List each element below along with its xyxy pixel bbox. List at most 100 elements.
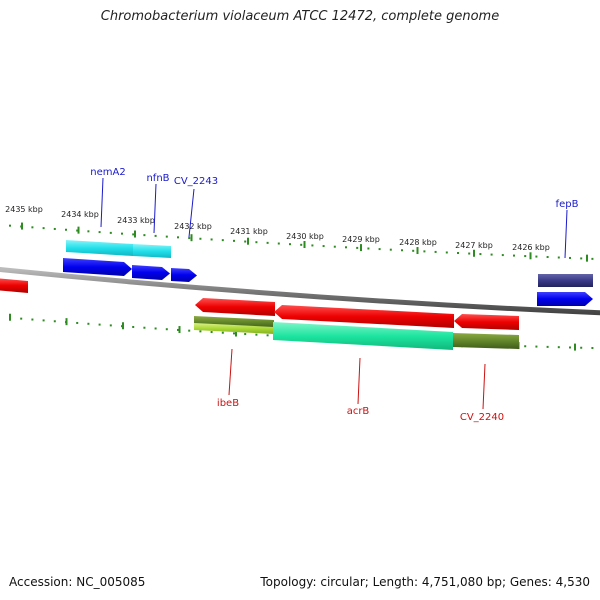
ruler-label: 2430 kbp: [286, 232, 324, 241]
cds-reverse-arrow[interactable]: [274, 305, 454, 328]
major-tick: [574, 343, 576, 351]
major-tick: [77, 226, 80, 234]
major-tick: [21, 222, 23, 230]
gene-label-CV_2240[interactable]: CV_2240: [460, 412, 504, 423]
major-tick: [247, 237, 249, 245]
major-tick: [360, 244, 362, 252]
cds-forward-arrow[interactable]: [63, 258, 132, 276]
gene-label-ibeB[interactable]: ibeB: [217, 398, 239, 409]
tick-mark: [546, 256, 549, 259]
hit-band-cyan[interactable]: [133, 244, 171, 258]
ruler-label: 2428 kbp: [399, 238, 437, 247]
cds-reverse-arrow[interactable]: [0, 278, 28, 293]
hit-band-teal[interactable]: [273, 322, 453, 350]
ruler-label: 2435 kbp: [5, 205, 43, 214]
ruler-label: 2429 kbp: [342, 235, 380, 244]
tick-mark: [591, 347, 594, 350]
cds-forward-arrow[interactable]: [171, 268, 197, 282]
tick-mark: [31, 226, 34, 229]
tick-mark: [266, 241, 269, 244]
tick-mark: [569, 346, 571, 349]
tick-mark: [445, 251, 448, 254]
tick-mark: [65, 228, 67, 231]
gene-label-CV_2243[interactable]: CV_2243: [174, 176, 218, 187]
major-tick: [303, 240, 306, 248]
tick-mark: [356, 246, 359, 249]
cds-forward-arrow[interactable]: [132, 265, 170, 280]
leader-line: [357, 357, 361, 405]
ruler-label: 2431 kbp: [230, 227, 268, 236]
tick-mark: [109, 231, 112, 234]
tick-mark: [591, 257, 594, 260]
tick-mark: [535, 345, 538, 348]
hit-band-navy[interactable]: [538, 274, 593, 287]
major-tick: [178, 326, 181, 334]
major-tick: [122, 322, 124, 330]
tick-mark: [76, 321, 79, 324]
tick-mark: [87, 230, 90, 233]
tick-mark: [109, 324, 112, 327]
tick-mark: [513, 254, 515, 257]
tick-mark: [468, 252, 471, 255]
tick-mark: [132, 233, 135, 236]
tick-mark: [132, 325, 135, 328]
tick-mark: [199, 330, 202, 333]
major-tick: [190, 234, 193, 242]
ruler-label: 2433 kbp: [117, 216, 155, 225]
ruler-label: 2432 kbp: [174, 222, 212, 231]
tick-mark: [535, 255, 538, 258]
leader-line: [100, 177, 104, 228]
gene-label-nfnB[interactable]: nfnB: [146, 173, 169, 184]
tick-mark: [311, 244, 314, 247]
cds-reverse-arrow[interactable]: [454, 314, 519, 330]
tick-mark: [42, 319, 45, 322]
tick-mark: [367, 247, 370, 250]
tick-mark: [42, 227, 45, 230]
tick-mark: [524, 345, 527, 348]
tick-mark: [289, 243, 291, 246]
tick-mark: [121, 232, 123, 235]
cds-forward-arrow[interactable]: [537, 292, 593, 306]
tick-mark: [277, 242, 280, 245]
hit-band-lime[interactable]: [194, 323, 274, 334]
tick-mark: [210, 238, 213, 241]
hit-band-cyan[interactable]: [66, 240, 133, 256]
tick-mark: [177, 236, 179, 239]
gene-label-acrB[interactable]: acrB: [347, 406, 370, 417]
tick-mark: [98, 323, 101, 326]
tick-mark: [255, 241, 258, 244]
major-tick: [134, 230, 136, 238]
tick-mark: [345, 246, 347, 249]
gene-label-fepB[interactable]: fepB: [556, 199, 579, 210]
leader-line: [228, 348, 233, 396]
tick-mark: [244, 333, 247, 336]
tick-mark: [177, 328, 179, 331]
tick-mark: [524, 255, 527, 258]
tick-mark: [333, 245, 336, 248]
tick-mark: [501, 254, 504, 257]
gene-label-nemA2[interactable]: nemA2: [90, 167, 125, 178]
tick-mark: [76, 229, 79, 232]
tick-mark: [401, 249, 403, 252]
genome-backbone: [0, 266, 600, 316]
hit-band-olive[interactable]: [453, 333, 519, 349]
accession-text: Accession: NC_005085: [9, 575, 146, 589]
tick-mark: [479, 253, 482, 256]
tick-mark: [300, 243, 303, 246]
tick-mark: [143, 326, 146, 329]
tick-mark: [31, 318, 34, 321]
leader-line: [153, 183, 157, 234]
ruler-label: 2427 kbp: [455, 241, 493, 250]
genome-title: Chromobacterium violaceum ATCC 12472, co…: [100, 9, 500, 24]
tick-mark: [165, 235, 168, 238]
tick-mark: [457, 252, 459, 255]
cds-reverse-arrow[interactable]: [195, 298, 275, 316]
ruler-label: 2434 kbp: [61, 210, 99, 219]
tick-mark: [154, 327, 157, 330]
tick-mark: [378, 248, 381, 251]
leader-line: [188, 188, 195, 238]
tick-mark: [188, 237, 191, 240]
major-tick: [529, 252, 532, 260]
